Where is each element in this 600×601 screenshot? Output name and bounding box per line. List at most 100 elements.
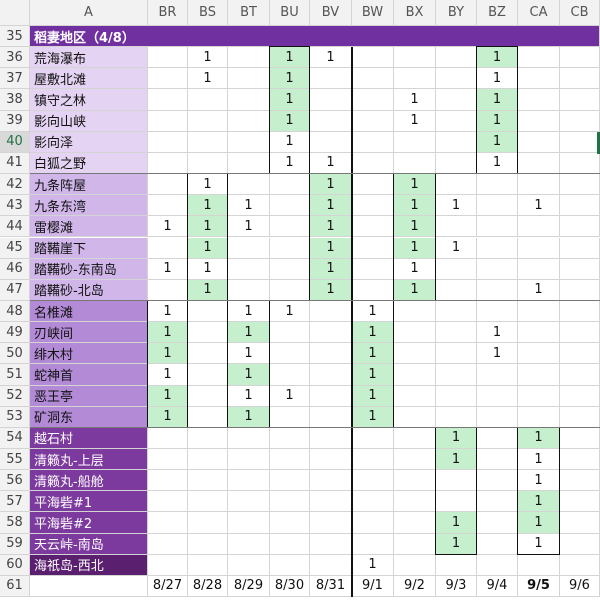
data-cell[interactable]: 1: [310, 195, 352, 217]
data-cell[interactable]: [310, 554, 352, 576]
data-cell[interactable]: [477, 533, 518, 555]
date-label[interactable]: 9/4: [477, 575, 518, 598]
data-cell[interactable]: 1: [188, 279, 228, 301]
data-cell[interactable]: [518, 174, 560, 196]
data-cell[interactable]: [560, 174, 600, 196]
select-all-corner[interactable]: [0, 0, 30, 26]
row-header[interactable]: 46: [0, 258, 30, 280]
data-cell[interactable]: 1: [310, 152, 352, 175]
data-cell[interactable]: 1: [310, 47, 352, 69]
data-cell[interactable]: [228, 47, 270, 69]
row-header[interactable]: 45: [0, 237, 30, 259]
location-name[interactable]: 海祇岛-西北: [30, 554, 148, 576]
data-cell[interactable]: [518, 406, 560, 428]
data-cell[interactable]: 1: [310, 279, 352, 301]
data-cell[interactable]: [394, 364, 436, 386]
data-cell[interactable]: 1: [310, 237, 352, 259]
data-cell[interactable]: [148, 110, 188, 132]
data-cell[interactable]: [560, 195, 600, 217]
data-cell[interactable]: [352, 449, 394, 471]
column-header[interactable]: BS: [188, 0, 228, 26]
data-cell[interactable]: 1: [436, 195, 477, 217]
data-cell[interactable]: 1: [270, 89, 310, 111]
data-cell[interactable]: [477, 554, 518, 576]
data-cell[interactable]: [188, 89, 228, 111]
data-cell[interactable]: [560, 216, 600, 238]
data-cell[interactable]: [310, 110, 352, 132]
data-cell[interactable]: [352, 174, 394, 196]
data-cell[interactable]: 1: [188, 237, 228, 259]
data-cell[interactable]: [270, 343, 310, 365]
row-header[interactable]: 52: [0, 385, 30, 407]
data-cell[interactable]: [270, 554, 310, 576]
data-cell[interactable]: [310, 322, 352, 344]
data-cell[interactable]: [477, 512, 518, 534]
data-cell[interactable]: [352, 470, 394, 492]
data-cell[interactable]: [518, 131, 560, 153]
data-cell[interactable]: [560, 152, 600, 175]
data-cell[interactable]: [518, 47, 560, 69]
data-cell[interactable]: 1: [148, 322, 188, 344]
data-cell[interactable]: [188, 554, 228, 576]
data-cell[interactable]: [310, 364, 352, 386]
row-header[interactable]: 38: [0, 89, 30, 111]
data-cell[interactable]: [560, 322, 600, 344]
row-header[interactable]: 56: [0, 470, 30, 492]
column-header-A[interactable]: A: [30, 0, 148, 26]
data-cell[interactable]: 1: [352, 322, 394, 344]
data-cell[interactable]: [394, 343, 436, 365]
date-label[interactable]: 8/30: [270, 575, 310, 598]
data-cell[interactable]: [560, 343, 600, 365]
data-cell[interactable]: [352, 89, 394, 111]
data-cell[interactable]: 1: [310, 174, 352, 196]
location-name[interactable]: 雷樱滩: [30, 216, 148, 238]
data-cell[interactable]: 1: [270, 152, 310, 175]
location-name[interactable]: 绯木村: [30, 343, 148, 365]
data-cell[interactable]: [560, 89, 600, 111]
date-label[interactable]: 9/6: [560, 575, 600, 598]
data-cell[interactable]: 1: [188, 174, 228, 196]
date-label[interactable]: 8/27: [148, 575, 188, 598]
data-cell[interactable]: [477, 449, 518, 471]
data-cell[interactable]: [560, 131, 600, 153]
data-cell[interactable]: 1: [352, 300, 394, 323]
data-cell[interactable]: [228, 554, 270, 576]
location-name[interactable]: 恶王亭: [30, 385, 148, 407]
row-header[interactable]: 50: [0, 343, 30, 365]
data-cell[interactable]: [477, 216, 518, 238]
data-cell[interactable]: [436, 47, 477, 69]
data-cell[interactable]: 1: [518, 512, 560, 534]
row-header[interactable]: 55: [0, 449, 30, 471]
location-name[interactable]: 镇守之林: [30, 89, 148, 111]
data-cell[interactable]: [436, 216, 477, 238]
data-cell[interactable]: [560, 427, 600, 449]
location-name[interactable]: 踏鞴崖下: [30, 237, 148, 259]
data-cell[interactable]: [560, 279, 600, 301]
data-cell[interactable]: [310, 131, 352, 153]
data-cell[interactable]: [394, 470, 436, 492]
data-cell[interactable]: [270, 216, 310, 238]
data-cell[interactable]: [148, 195, 188, 217]
row-header[interactable]: 61: [0, 575, 30, 598]
data-cell[interactable]: [148, 174, 188, 196]
data-cell[interactable]: 1: [518, 491, 560, 513]
data-cell[interactable]: 1: [352, 406, 394, 428]
data-cell[interactable]: [352, 533, 394, 555]
data-cell[interactable]: [477, 195, 518, 217]
data-cell[interactable]: [560, 470, 600, 492]
data-cell[interactable]: [394, 152, 436, 175]
data-cell[interactable]: [394, 385, 436, 407]
location-name[interactable]: 清籁丸-上层: [30, 449, 148, 471]
data-cell[interactable]: [228, 470, 270, 492]
data-cell[interactable]: [518, 237, 560, 259]
data-cell[interactable]: 1: [148, 385, 188, 407]
data-cell[interactable]: 1: [518, 470, 560, 492]
data-cell[interactable]: [352, 216, 394, 238]
data-cell[interactable]: [148, 68, 188, 90]
data-cell[interactable]: [310, 491, 352, 513]
data-cell[interactable]: 1: [394, 237, 436, 259]
data-cell[interactable]: [228, 174, 270, 196]
data-cell[interactable]: [477, 385, 518, 407]
data-cell[interactable]: [560, 554, 600, 576]
data-cell[interactable]: [148, 47, 188, 69]
